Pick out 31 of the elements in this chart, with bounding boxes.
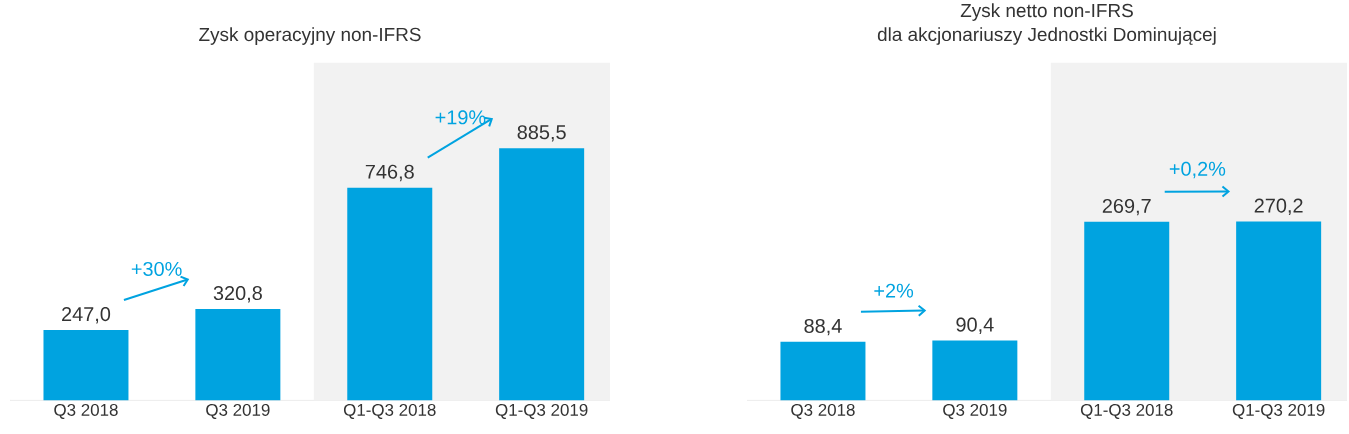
chart-title: Zysk operacyjny non-IFRS xyxy=(199,27,421,45)
x-tick-label: Q1-Q3 2018 xyxy=(343,403,436,419)
data-label: 270,2 xyxy=(1254,198,1303,215)
text: +0,2% xyxy=(1169,161,1226,178)
bar xyxy=(1084,221,1170,401)
data-label: 88,4 xyxy=(804,318,842,336)
bar xyxy=(347,187,433,401)
bar xyxy=(499,147,585,401)
annotation: +30% xyxy=(131,261,182,276)
data-label: 90,4 xyxy=(956,317,994,334)
bar xyxy=(780,341,866,401)
x-tick-label: Q1-Q3 2018 xyxy=(1080,403,1173,419)
x-tick-label: Q1-Q3 2019 xyxy=(1232,403,1325,419)
data-label: 247,0 xyxy=(62,306,111,324)
x-tick-label: Q3 2019 xyxy=(206,403,270,419)
x-tick-label: Q3 2018 xyxy=(54,403,118,419)
data-label: 320,8 xyxy=(213,285,262,303)
bar xyxy=(1236,221,1322,401)
chart-subtitle: dla akcjonariuszy Jednostki Dominującej xyxy=(877,27,1216,45)
annotation: +2% xyxy=(874,283,914,298)
x-tick-label: Q3 2018 xyxy=(791,403,855,419)
data-label: 885,5 xyxy=(517,124,566,142)
data-label: 269,7 xyxy=(1102,198,1151,216)
bar xyxy=(932,340,1018,401)
x-tick-label: Q3 2019 xyxy=(943,403,1007,419)
text: +19% xyxy=(435,110,486,125)
data-label: 746,8 xyxy=(365,164,414,181)
bar xyxy=(43,329,129,401)
chart-title: Zysk netto non-IFRS xyxy=(960,3,1133,21)
bar xyxy=(195,308,281,401)
x-tick-label: Q1-Q3 2019 xyxy=(495,403,588,419)
